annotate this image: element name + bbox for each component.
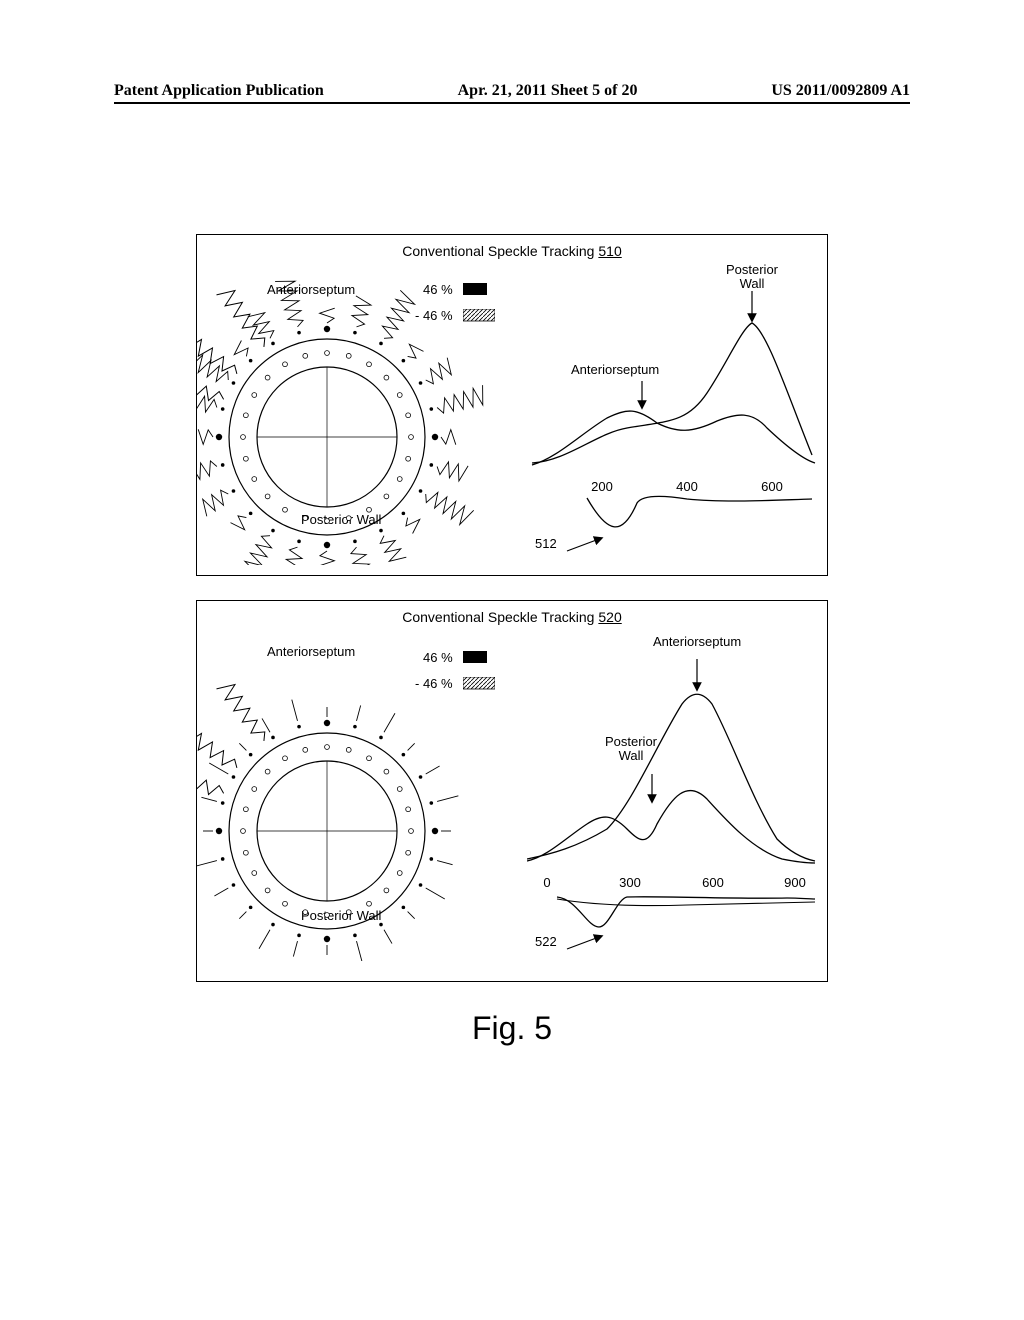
header-center: Apr. 21, 2011 Sheet 5 of 20 — [458, 82, 638, 100]
xtick-0: 0 — [543, 875, 550, 890]
panel-title-text: Conventional Speckle Tracking — [402, 609, 594, 625]
panel-510: Conventional Speckle Tracking 510 Anteri… — [196, 234, 828, 576]
header-left: Patent Application Publication — [114, 82, 324, 100]
panel-title-ref: 520 — [598, 609, 621, 625]
callout-522-arrow — [565, 933, 605, 953]
chart-label-anterior-b: Anteriorseptum — [653, 635, 741, 649]
figure-caption: Fig. 5 — [0, 1010, 1024, 1047]
bullseye-diagram-510 — [197, 265, 497, 565]
line-chart-510: 200 400 600 — [527, 273, 817, 543]
bullseye-diagram-520 — [197, 641, 497, 961]
panel-title-text: Conventional Speckle Tracking — [402, 243, 594, 259]
callout-512-text: 512 — [535, 537, 557, 551]
panel-520: Conventional Speckle Tracking 520 Anteri… — [196, 600, 828, 982]
patent-page: Patent Application Publication Apr. 21, … — [0, 0, 1024, 1320]
xtick-600: 600 — [761, 479, 783, 494]
callout-512-arrow — [565, 535, 605, 555]
xtick-600b: 600 — [702, 875, 724, 890]
xtick-400: 400 — [676, 479, 698, 494]
xtick-300: 300 — [619, 875, 641, 890]
header-rule — [114, 102, 910, 104]
panel-title-520: Conventional Speckle Tracking 520 — [197, 609, 827, 625]
panel-title-ref: 510 — [598, 243, 621, 259]
callout-522-text: 522 — [535, 935, 557, 949]
xtick-900: 900 — [784, 875, 806, 890]
header-right: US 2011/0092809 A1 — [771, 82, 910, 100]
panel-title-510: Conventional Speckle Tracking 510 — [197, 243, 827, 259]
line-chart-520: 0 300 600 900 — [527, 649, 817, 949]
page-header: Patent Application Publication Apr. 21, … — [114, 82, 910, 100]
xtick-200: 200 — [591, 479, 613, 494]
